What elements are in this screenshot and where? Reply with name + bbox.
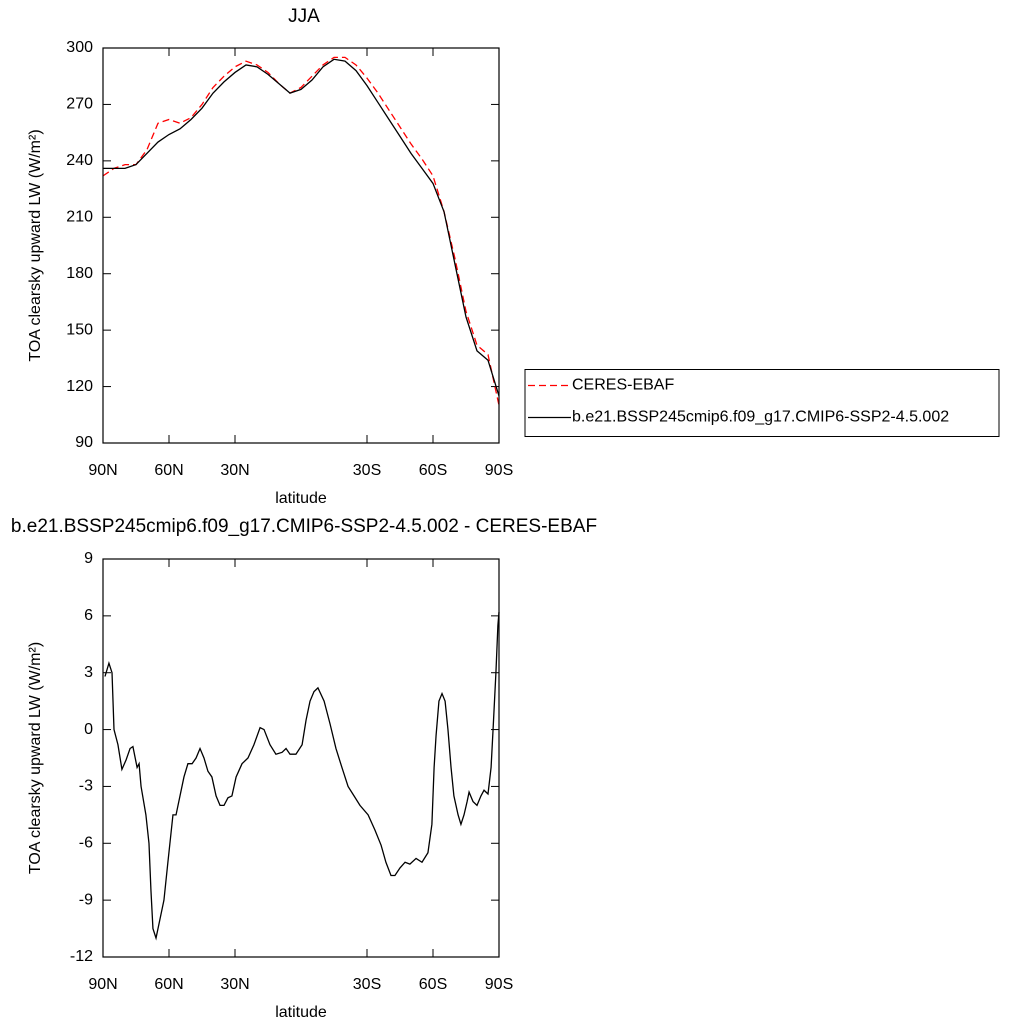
y-tick-label: 240 <box>66 152 93 169</box>
y-tick-label: 9 <box>84 550 93 567</box>
x-tick-label: 90N <box>88 976 117 993</box>
legend-label: b.e21.BSSP245cmip6.f09_g17.CMIP6-SSP2-4.… <box>572 409 949 426</box>
y-tick-label: 210 <box>66 209 93 226</box>
y-tick-label: 120 <box>66 378 93 395</box>
x-tick-label: 60S <box>419 976 447 993</box>
chart-title: JJA <box>288 6 320 27</box>
x-tick-label: 60N <box>154 462 183 479</box>
y-tick-label: -3 <box>79 778 93 795</box>
legend-box <box>524 369 1000 437</box>
x-axis-label: latitude <box>275 490 327 507</box>
data-line <box>103 58 500 397</box>
legend-label: CERES-EBAF <box>572 377 674 394</box>
data-line <box>104 612 500 941</box>
y-tick-label: 180 <box>66 265 93 282</box>
chart-title: b.e21.BSSP245cmip6.f09_g17.CMIP6-SSP2-4.… <box>11 516 597 537</box>
x-axis-label: latitude <box>275 1004 327 1021</box>
x-tick-label: 90N <box>88 462 117 479</box>
x-tick-label: 60S <box>419 462 447 479</box>
x-tick-label: 60N <box>154 976 183 993</box>
y-tick-label: 6 <box>84 607 93 624</box>
y-tick-label: 300 <box>66 39 93 56</box>
x-tick-label: 90S <box>485 976 513 993</box>
y-tick-label: 90 <box>75 434 93 451</box>
y-tick-label: 150 <box>66 321 93 338</box>
y-tick-label: -12 <box>70 948 93 965</box>
plot-frame <box>102 47 500 444</box>
y-tick-label: -6 <box>79 835 93 852</box>
y-axis-label: TOA clearsky upward LW (W/m²) <box>27 129 44 361</box>
x-tick-label: 30S <box>353 462 381 479</box>
x-tick-label: 90S <box>485 462 513 479</box>
plot-frame <box>102 558 500 958</box>
y-axis-label: TOA clearsky upward LW (W/m²) <box>27 642 44 874</box>
x-tick-label: 30N <box>220 976 249 993</box>
y-tick-label: -9 <box>79 891 93 908</box>
x-tick-label: 30N <box>220 462 249 479</box>
y-tick-label: 3 <box>84 664 93 681</box>
data-line <box>102 56 500 406</box>
y-tick-label: 0 <box>84 721 93 738</box>
x-tick-label: 30S <box>353 976 381 993</box>
y-tick-label: 270 <box>66 96 93 113</box>
